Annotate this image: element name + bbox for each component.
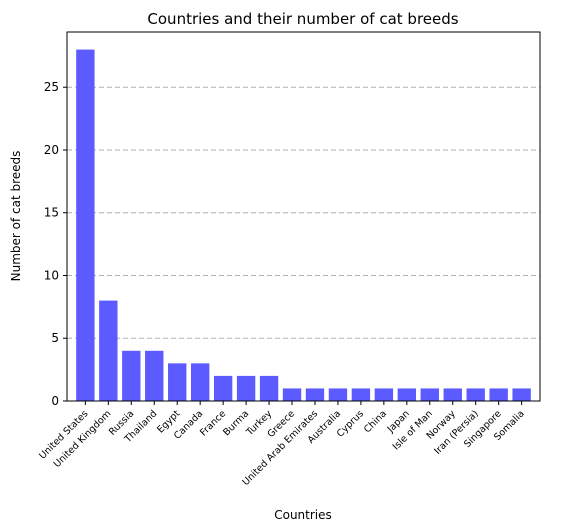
bar-united-kingdom <box>99 300 118 401</box>
bar-australia <box>328 388 348 401</box>
gridlines <box>67 86 540 339</box>
bar-france <box>213 375 233 401</box>
xtick-label-china: China <box>362 408 389 435</box>
bar-singapore <box>489 388 508 401</box>
bar-united-arab-emirates <box>305 388 325 401</box>
bar-egypt <box>168 363 187 401</box>
bar-thailand <box>145 350 164 401</box>
bar-norway <box>443 388 462 401</box>
plot-frame <box>66 31 541 402</box>
bar-canada <box>190 363 210 401</box>
ytick-label-0: 0 <box>51 394 59 408</box>
bar-china <box>374 388 394 401</box>
chart-title: Countries and their number of cat breeds <box>147 10 458 28</box>
ytick-label-10: 10 <box>44 268 59 282</box>
bar-iran-persia <box>466 388 485 401</box>
y-axis-ticks: 0 5 10 15 20 25 <box>44 80 67 408</box>
ytick-label-5: 5 <box>51 331 59 345</box>
bar-russia <box>122 350 141 401</box>
bars <box>76 49 531 401</box>
bar-somalia <box>512 388 531 401</box>
ytick-label-20: 20 <box>44 143 59 157</box>
ytick-label-15: 15 <box>44 206 59 220</box>
bar-united-states <box>76 49 95 401</box>
bar-turkey <box>259 375 279 401</box>
bar-japan <box>397 388 417 401</box>
ytick-label-25: 25 <box>44 80 59 94</box>
y-axis-label: Number of cat breeds <box>9 151 23 282</box>
bar-cyprus <box>351 388 371 401</box>
bar-greece <box>282 388 302 401</box>
bar-burma <box>236 375 256 401</box>
x-axis-label: Countries <box>274 508 332 522</box>
bar-isle-of-man <box>420 388 439 401</box>
